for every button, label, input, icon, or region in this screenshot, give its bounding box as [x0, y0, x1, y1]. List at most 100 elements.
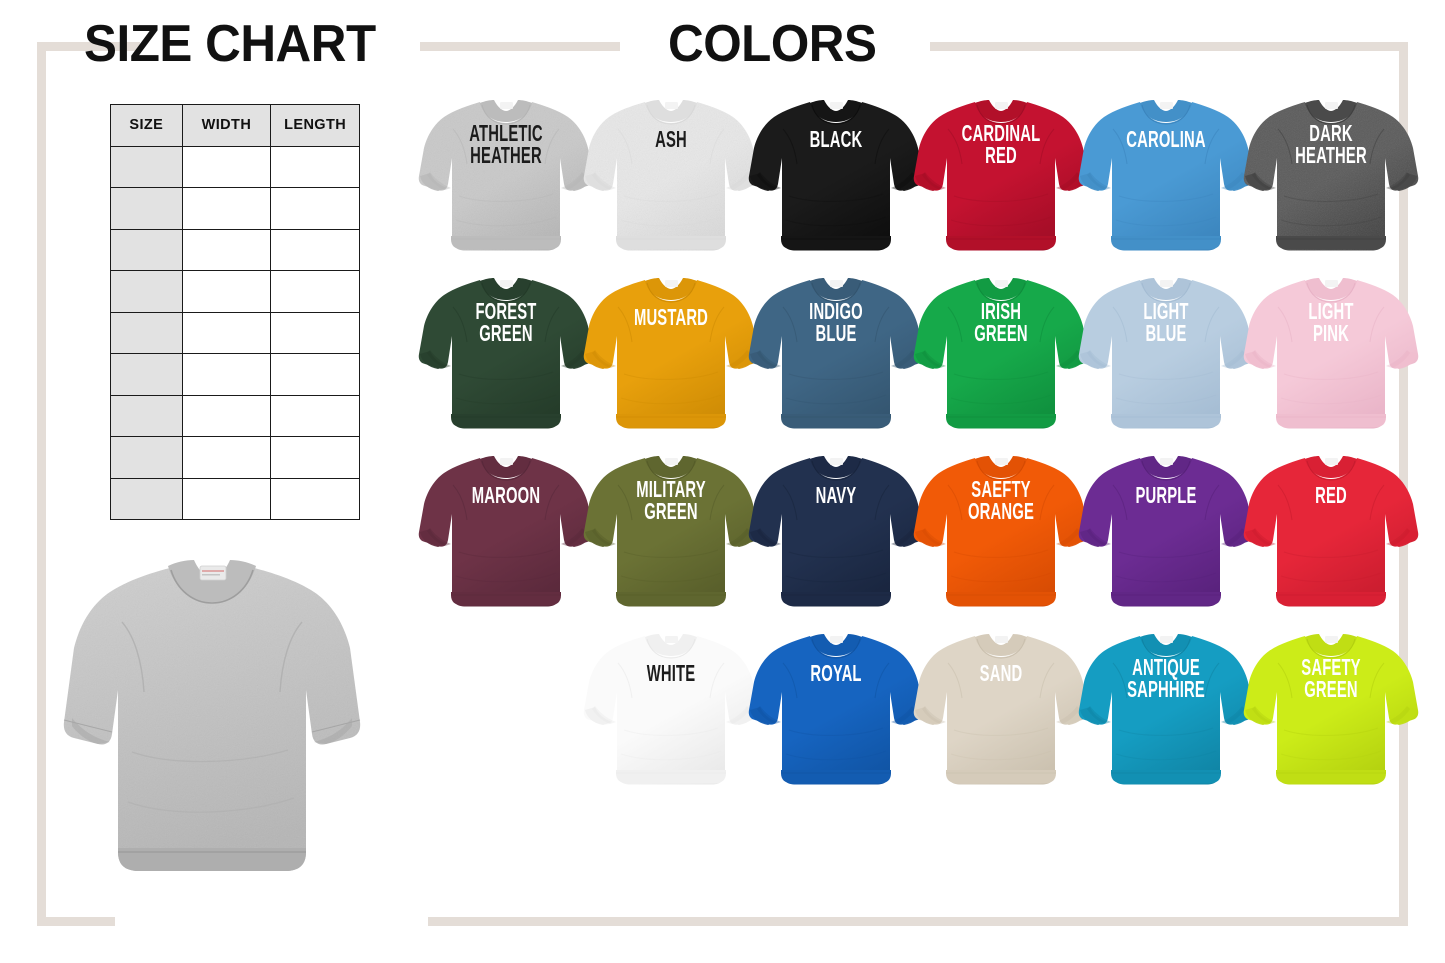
cell-width	[181, 477, 272, 520]
color-swatch-saefty-orange[interactable]: SAEFTY ORANGE	[913, 452, 1089, 628]
table-row	[110, 436, 360, 479]
color-row: WHITE ROYAL SAND ANTIQUE SAPHHIRE SAFETY GRE…	[418, 630, 1419, 806]
color-swatch-antique-saphhire[interactable]: ANTIQUE SAPHHIRE	[1078, 630, 1254, 806]
color-swatch-mustard[interactable]: MUSTARD	[583, 274, 759, 450]
cell-size	[110, 394, 183, 437]
table-row	[110, 477, 360, 520]
sweatshirt-graphic	[418, 100, 594, 251]
frame-border-bottom-left	[37, 917, 115, 926]
sweatshirt-graphic	[583, 278, 759, 429]
sweatshirt-graphic	[1078, 278, 1254, 429]
cell-width	[181, 394, 272, 437]
cell-length	[270, 477, 360, 520]
frame-border-top-left	[37, 42, 140, 51]
cell-size	[110, 353, 183, 396]
sweatshirt-graphic	[913, 634, 1089, 785]
table-row	[110, 145, 360, 188]
size-chart-title: SIZE CHART	[84, 15, 376, 73]
color-row: MAROON MILITARY GREEN NAVY SAEFTY ORANGE PUR…	[418, 452, 1419, 628]
measurement-sweatshirt-graphic	[63, 560, 361, 871]
table-row	[110, 394, 360, 437]
frame-border-top-right	[930, 42, 1408, 51]
color-swatch-black[interactable]: BLACK	[748, 96, 924, 272]
sweatshirt-graphic	[1078, 100, 1254, 251]
column-header-size: SIZE	[110, 104, 183, 147]
color-swatch-irish-green[interactable]: IRISH GREEN	[913, 274, 1089, 450]
colors-title: COLORS	[668, 15, 877, 73]
table-row	[110, 228, 360, 271]
color-swatch-sand[interactable]: SAND	[913, 630, 1089, 806]
sweatshirt-graphic	[913, 456, 1089, 607]
sweatshirt-graphic	[583, 456, 759, 607]
cell-length	[270, 270, 360, 313]
sweatshirt-graphic	[1243, 634, 1419, 785]
table-header-row: SIZE WIDTH LENGTH	[110, 104, 360, 147]
cell-size	[110, 477, 183, 520]
table-row	[110, 353, 360, 396]
color-swatch-safety-green[interactable]: SAFETY GREEN	[1243, 630, 1419, 806]
sweatshirt-graphic	[1243, 100, 1419, 251]
color-swatch-maroon[interactable]: MAROON	[418, 452, 594, 628]
sweatshirt-graphic	[418, 456, 594, 607]
cell-length	[270, 228, 360, 271]
cell-width	[181, 353, 272, 396]
cell-size	[110, 187, 183, 230]
sweatshirt-graphic	[748, 278, 924, 429]
frame-border-left	[37, 42, 46, 926]
color-swatch-forest-green[interactable]: FOREST GREEN	[418, 274, 594, 450]
sweatshirt-graphic	[1243, 278, 1419, 429]
color-swatch-red[interactable]: RED	[1243, 452, 1419, 628]
cell-width	[181, 187, 272, 230]
frame-border-bottom	[428, 917, 1408, 926]
cell-width	[181, 436, 272, 479]
color-swatch-cardinal-red[interactable]: CARDINAL RED	[913, 96, 1089, 272]
color-swatch-light-blue[interactable]: LIGHT BLUE	[1078, 274, 1254, 450]
sweatshirt-graphic	[1078, 634, 1254, 785]
sweatshirt-graphic	[583, 634, 759, 785]
cell-size	[110, 228, 183, 271]
cell-length	[270, 187, 360, 230]
cell-width	[181, 311, 272, 354]
color-swatch-navy[interactable]: NAVY	[748, 452, 924, 628]
cell-width	[181, 145, 272, 188]
color-swatch-royal[interactable]: ROYAL	[748, 630, 924, 806]
sweatshirt-graphic	[1078, 456, 1254, 607]
sweatshirt-graphic	[1243, 456, 1419, 607]
table-row	[110, 270, 360, 313]
color-swatch-dark-heather[interactable]: DARK HEATHER	[1243, 96, 1419, 272]
color-swatch-military-green[interactable]: MILITARY GREEN	[583, 452, 759, 628]
cell-size	[110, 311, 183, 354]
sweatshirt-graphic	[748, 100, 924, 251]
color-swatch-carolina[interactable]: CAROLINA	[1078, 96, 1254, 272]
column-header-width: WIDTH	[181, 104, 272, 147]
cell-size	[110, 270, 183, 313]
color-swatch-white[interactable]: WHITE	[583, 630, 759, 806]
sweatshirt-graphic	[583, 100, 759, 251]
sweatshirt-graphic	[418, 278, 594, 429]
color-swatch-indigo-blue[interactable]: INDIGO BLUE	[748, 274, 924, 450]
cell-length	[270, 394, 360, 437]
cell-size	[110, 145, 183, 188]
cell-width	[181, 270, 272, 313]
cell-length	[270, 145, 360, 188]
cell-size	[110, 436, 183, 479]
color-row: ATHLETIC HEATHER ASH BLACK CARDINAL RED CARO…	[418, 96, 1419, 272]
measurement-diagram: WIDTH LENGTH	[52, 552, 392, 932]
color-row: FOREST GREEN MUSTARD INDIGO BLUE IRISH GREE…	[418, 274, 1419, 450]
sweatshirt-graphic	[748, 456, 924, 607]
frame-border-top-middle	[420, 42, 620, 51]
cell-length	[270, 311, 360, 354]
color-swatch-ash[interactable]: ASH	[583, 96, 759, 272]
cell-length	[270, 436, 360, 479]
cell-length	[270, 353, 360, 396]
color-swatch-purple[interactable]: PURPLE	[1078, 452, 1254, 628]
cell-width	[181, 228, 272, 271]
sweatshirt-graphic	[913, 100, 1089, 251]
table-row	[110, 311, 360, 354]
color-swatch-light-pink[interactable]: LIGHT PINK	[1243, 274, 1419, 450]
color-swatch-athletic-heather[interactable]: ATHLETIC HEATHER	[418, 96, 594, 272]
sweatshirt-graphic	[913, 278, 1089, 429]
column-header-length: LENGTH	[270, 104, 360, 147]
sweatshirt-graphic	[748, 634, 924, 785]
